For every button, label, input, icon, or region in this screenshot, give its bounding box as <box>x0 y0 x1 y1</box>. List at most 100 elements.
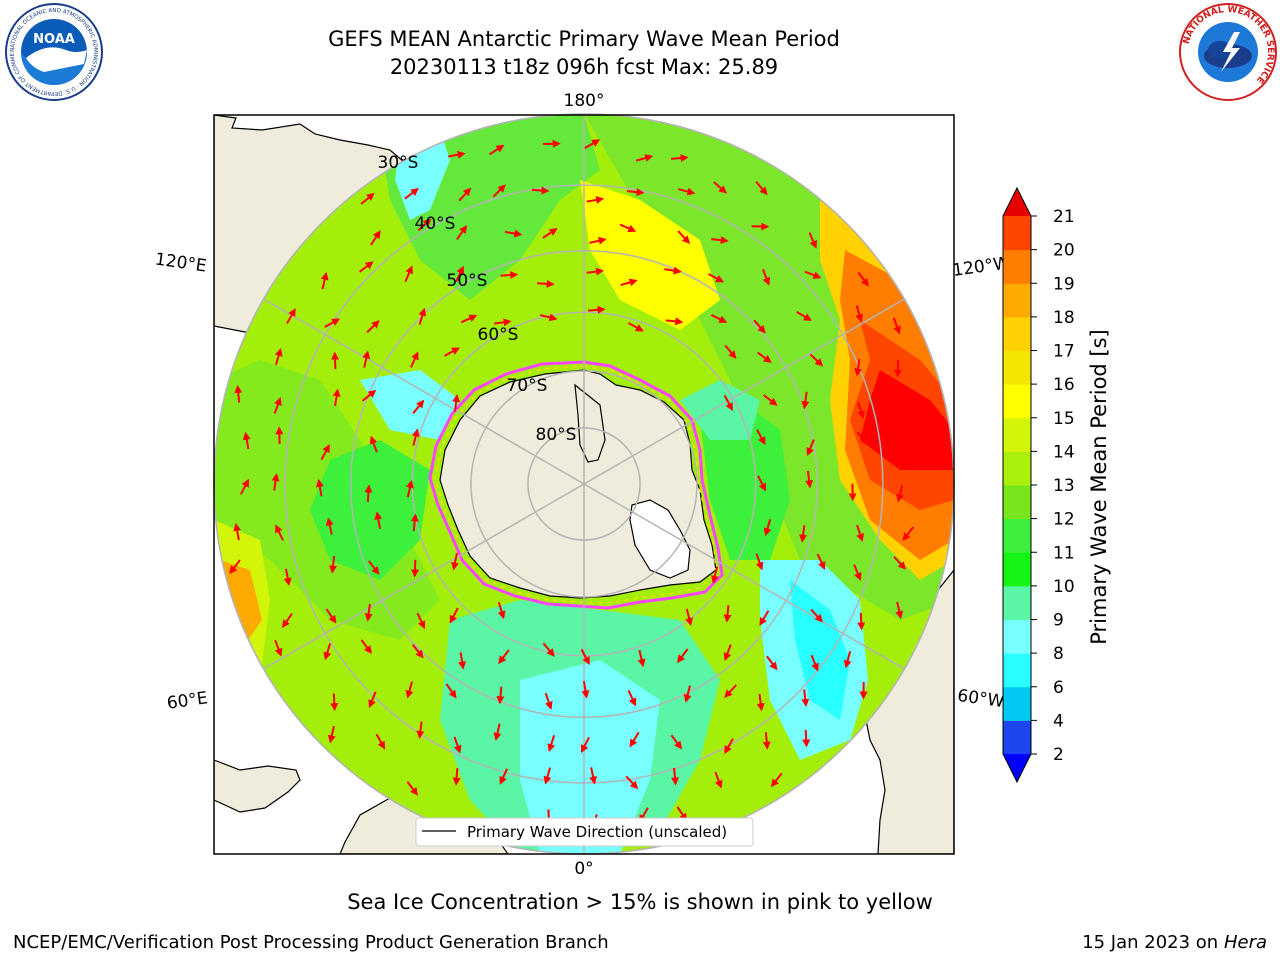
chart-subtitle: 20230113 t18z 096h fcst Max: 25.89 <box>389 55 779 79</box>
colorbar: 2 4 6 8 9 10 11 12 13 14 15 16 17 18 19 20 21 <box>1002 186 1075 784</box>
wave-direction-arrow <box>620 278 638 287</box>
colorbar-tick-label: 2 <box>1053 745 1064 765</box>
wave-direction-arrow <box>410 513 419 532</box>
lat-label-50s: 50°S <box>447 271 488 291</box>
wave-direction-arrow <box>755 181 768 196</box>
wave-direction-arrow <box>580 736 590 753</box>
wave-direction-arrow <box>406 479 414 498</box>
colorbar-tick-label: 20 <box>1053 241 1075 261</box>
legend-label: Primary Wave Direction (unscaled) <box>467 823 727 841</box>
wave-direction-arrow <box>496 686 505 705</box>
wave-direction-arrow <box>627 689 637 707</box>
wave-direction-arrow <box>404 265 413 283</box>
colorbar-tick-label: 8 <box>1053 644 1064 664</box>
colorbar-tick-label: 15 <box>1053 409 1075 429</box>
wave-direction-arrow <box>404 188 419 200</box>
colorbar-segment <box>1003 283 1031 318</box>
colorbar-segment <box>1003 249 1031 284</box>
wave-direction-arrow <box>325 608 337 624</box>
noaa-logo-text: NOAA <box>33 32 75 47</box>
wave-direction-arrow <box>366 320 380 334</box>
colorbar-tick-label: 18 <box>1053 308 1075 328</box>
wave-direction-arrow <box>857 401 865 419</box>
wave-direction-arrow <box>368 691 377 709</box>
colorbar-tick-label: 6 <box>1053 678 1064 698</box>
wave-direction-arrow <box>710 314 728 323</box>
colorbar-segment <box>1003 485 1031 520</box>
wave-direction-arrow <box>853 564 862 581</box>
lon-label-60e: 60°E <box>166 688 209 713</box>
wave-direction-arrow <box>455 265 464 283</box>
wave-direction-arrow <box>323 643 332 661</box>
wave-direction-arrow <box>854 358 863 377</box>
wave-direction-arrow <box>411 559 420 578</box>
colorbar-segment <box>1003 350 1031 385</box>
wave-direction-arrow <box>418 307 427 325</box>
wave-direction-arrow <box>808 232 817 249</box>
lon-label-0: 0° <box>574 859 593 879</box>
wave-direction-arrow <box>330 693 339 712</box>
wave-direction-arrow <box>452 394 461 412</box>
wave-direction-arrow <box>685 608 693 626</box>
colorbar-tick-label: 4 <box>1053 711 1064 731</box>
wave-direction-arrow <box>417 218 432 232</box>
colorbar-over-triangle <box>1003 188 1031 216</box>
wave-direction-arrow <box>411 644 424 659</box>
lon-label-60w: 60°W <box>956 686 1005 712</box>
latitude-labels: 30°S 40°S 50°S 60°S 70°S 80°S <box>378 153 577 445</box>
wave-direction-arrow <box>678 187 696 196</box>
wave-direction-arrows <box>229 139 915 840</box>
wave-direction-arrow <box>239 478 250 495</box>
wave-direction-arrow <box>810 654 819 672</box>
wave-direction-arrow <box>449 607 459 624</box>
wave-direction-arrow <box>416 612 426 630</box>
wave-direction-arrow <box>763 394 778 406</box>
map-frame <box>213 114 955 855</box>
wave-direction-arrow <box>274 639 283 657</box>
wave-direction-arrow <box>895 601 904 620</box>
wave-direction-arrow <box>489 144 505 156</box>
wave-direction-arrow <box>756 351 772 363</box>
wave-direction-arrow <box>320 444 330 461</box>
wave-direction-arrow <box>893 556 907 570</box>
wave-direction-arrow <box>625 775 639 790</box>
wave-direction-arrow <box>711 236 729 245</box>
wave-direction-arrow <box>364 484 373 503</box>
lon-label-120e: 120°E <box>154 250 208 277</box>
wave-direction-arrow <box>724 738 734 754</box>
wave-direction-arrow <box>762 268 771 286</box>
wave-direction-arrow <box>670 734 683 750</box>
colorbar-tick-label: 21 <box>1053 207 1075 227</box>
colorbar-tick-label: 9 <box>1053 611 1064 631</box>
wave-direction-arrow <box>806 439 815 456</box>
colorbar-tick-label: 12 <box>1053 510 1075 530</box>
wave-direction-arrow <box>627 322 644 332</box>
wave-direction-arrow <box>759 610 770 626</box>
wave-direction-arrow <box>816 553 826 570</box>
colorbar-segment <box>1003 686 1031 721</box>
wave-direction-arrow <box>589 236 607 245</box>
wave-direction-arrow <box>619 223 637 233</box>
wave-direction-arrow <box>713 181 727 194</box>
wave-direction-arrow <box>896 485 904 503</box>
sea-ice-yellow <box>434 365 717 604</box>
lat-label-40s: 40°S <box>415 214 456 234</box>
colorbar-tick-label: 16 <box>1053 375 1075 395</box>
wave-direction-arrow <box>275 524 284 541</box>
wave-direction-arrow <box>810 608 823 623</box>
wave-direction-arrow <box>367 560 380 575</box>
wave-direction-arrow <box>755 553 764 571</box>
wave-direction-arrow <box>370 230 381 246</box>
wave-direction-arrow <box>445 683 457 699</box>
wave-direction-arrow <box>325 517 334 535</box>
wave-direction-arrow <box>331 351 340 370</box>
colorbar-segment <box>1003 417 1031 452</box>
wave-direction-arrow <box>499 768 509 785</box>
wave-direction-arrow <box>364 604 373 622</box>
wave-direction-arrow <box>901 445 910 463</box>
wave-direction-arrow <box>329 555 338 574</box>
wave-direction-arrow <box>587 305 606 314</box>
wave-direction-arrow <box>799 525 808 543</box>
wave-direction-arrow <box>493 723 502 741</box>
wave-direction-arrow <box>283 568 292 587</box>
